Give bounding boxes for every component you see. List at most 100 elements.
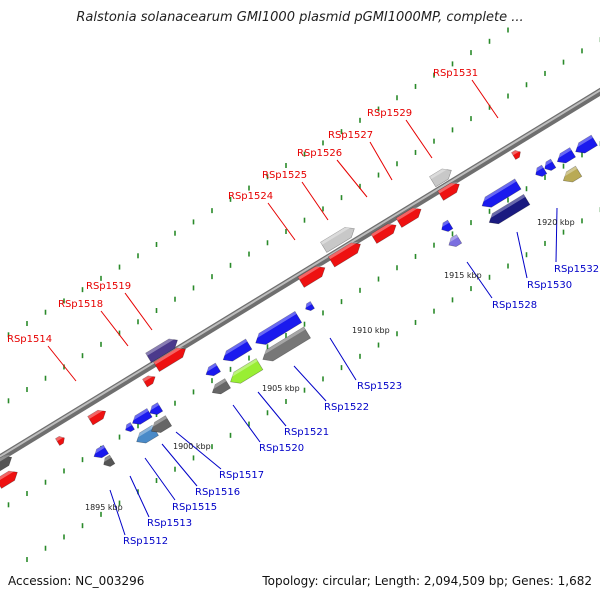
gene-shine xyxy=(429,167,450,180)
reverse-gene-arrow xyxy=(480,178,522,208)
gene-label-rsp1512[interactable]: RSp1512 xyxy=(123,536,168,547)
scale-label: 1895 kbp xyxy=(85,503,123,512)
gene-body xyxy=(575,134,598,154)
reverse-gene-arrow xyxy=(204,362,221,377)
reverse-gene-arrow xyxy=(305,301,315,311)
gene-shine xyxy=(211,378,227,391)
gene-shine xyxy=(543,159,553,167)
gene-label-rsp1515[interactable]: RSp1515 xyxy=(172,502,217,513)
gene-shine xyxy=(92,445,105,455)
forward-gene-arrow xyxy=(395,207,422,228)
gene-shine xyxy=(55,436,64,442)
gene-label-rsp1513[interactable]: RSp1513 xyxy=(147,518,192,529)
forward-gene-arrow xyxy=(511,150,521,160)
reverse-gene-arrow xyxy=(228,358,264,384)
scale-ticks xyxy=(7,27,600,563)
label-leader-forward xyxy=(267,202,296,241)
forward-gene-arrow xyxy=(297,265,326,288)
reverse-gene-arrow xyxy=(92,444,109,459)
gene-label-rsp1523[interactable]: RSp1523 xyxy=(357,381,402,392)
gene-shine xyxy=(153,347,185,365)
accession-text: Accession: NC_003296 xyxy=(8,574,145,588)
gene-body xyxy=(149,402,164,415)
gene-shine xyxy=(87,409,105,419)
gene-label-rsp1530[interactable]: RSp1530 xyxy=(527,280,572,291)
gene-label-rsp1527[interactable]: RSp1527 xyxy=(328,130,373,141)
forward-gene-arrow xyxy=(145,338,178,363)
gene-body xyxy=(0,455,13,472)
gene-shine xyxy=(131,408,149,422)
gene-label-rsp1517[interactable]: RSp1517 xyxy=(219,470,264,481)
gene-body xyxy=(481,178,522,208)
gene-label-rsp1526[interactable]: RSp1526 xyxy=(297,148,342,159)
gene-shine xyxy=(320,226,353,245)
gene-body xyxy=(320,226,355,253)
gene-shine xyxy=(149,415,167,429)
reverse-gene-arrow xyxy=(534,164,548,177)
label-leader-reverse xyxy=(175,431,222,470)
gene-label-rsp1514[interactable]: RSp1514 xyxy=(7,334,52,345)
reverse-gene-arrow xyxy=(543,158,557,171)
scale-label: 1920 kbp xyxy=(537,218,575,227)
gene-label-rsp1532[interactable]: RSp1532 xyxy=(554,264,599,275)
gene-label-rsp1524[interactable]: RSp1524 xyxy=(228,191,273,202)
gene-body xyxy=(93,444,109,459)
gene-label-rsp1516[interactable]: RSp1516 xyxy=(195,487,240,498)
gene-label-rsp1525[interactable]: RSp1525 xyxy=(262,170,307,181)
reverse-gene-arrow xyxy=(253,311,303,345)
gene-body xyxy=(441,219,454,232)
scale-labels: 1895 kbp 1900 kbp 1905 kbp 1910 kbp 1915… xyxy=(85,218,575,512)
label-leader-forward xyxy=(336,159,368,198)
gene-shine xyxy=(297,265,324,280)
forward-gene-arrow xyxy=(142,375,156,388)
gene-shine xyxy=(253,311,297,341)
gene-body xyxy=(511,150,521,160)
gene-body xyxy=(205,362,221,377)
label-leader-reverse xyxy=(555,207,558,263)
gene-shine xyxy=(142,375,155,382)
gene-label-rsp1522[interactable]: RSp1522 xyxy=(324,402,369,413)
forward-gene-labels: RSp1514 RSp1518 RSp1519 RSp1524 RSp1525 … xyxy=(7,68,478,345)
gene-body xyxy=(142,375,156,388)
gene-label-rsp1529[interactable]: RSp1529 xyxy=(367,108,412,119)
gene-shine xyxy=(437,182,459,194)
reverse-gene-arrow xyxy=(574,134,598,154)
scale-label: 1910 kbp xyxy=(352,326,390,335)
gene-shine xyxy=(125,422,132,430)
reverse-gene-arrow xyxy=(556,147,576,164)
gene-shine xyxy=(511,150,520,156)
gene-label-rsp1521[interactable]: RSp1521 xyxy=(284,427,329,438)
gene-body xyxy=(222,338,253,362)
label-leader-reverse xyxy=(161,443,198,487)
gene-shine xyxy=(135,425,154,440)
gene-body xyxy=(0,470,18,489)
label-leader-reverse xyxy=(129,475,150,518)
gene-body xyxy=(437,182,460,201)
reverse-gene-arrow xyxy=(260,326,311,362)
gene-body xyxy=(87,409,107,426)
gene-shine xyxy=(328,241,359,260)
gene-shine xyxy=(487,194,526,220)
backbone-line xyxy=(0,87,600,463)
gene-shine xyxy=(102,455,112,463)
gene-body xyxy=(429,168,452,188)
label-leader-reverse xyxy=(144,457,176,501)
gene-label-rsp1531[interactable]: RSp1531 xyxy=(433,68,478,79)
gene-shine xyxy=(561,166,578,179)
reverse-gene-arrow xyxy=(211,378,231,395)
label-leader-forward xyxy=(301,181,329,221)
gene-body xyxy=(132,408,153,425)
reverse-gene-arrow xyxy=(221,338,253,362)
label-leader-reverse xyxy=(466,261,493,299)
gene-shine xyxy=(447,234,459,244)
gene-label-rsp1520[interactable]: RSp1520 xyxy=(259,443,304,454)
gene-shine xyxy=(534,165,544,173)
reverse-gene-arrow xyxy=(102,454,116,467)
label-leader-forward xyxy=(124,292,153,331)
gene-label-rsp1518[interactable]: RSp1518 xyxy=(58,299,103,310)
gene-label-rsp1519[interactable]: RSp1519 xyxy=(86,281,131,292)
backbone xyxy=(0,87,600,463)
gene-body xyxy=(145,338,178,363)
label-leader-reverse xyxy=(257,391,287,427)
gene-label-rsp1528[interactable]: RSp1528 xyxy=(492,300,537,311)
